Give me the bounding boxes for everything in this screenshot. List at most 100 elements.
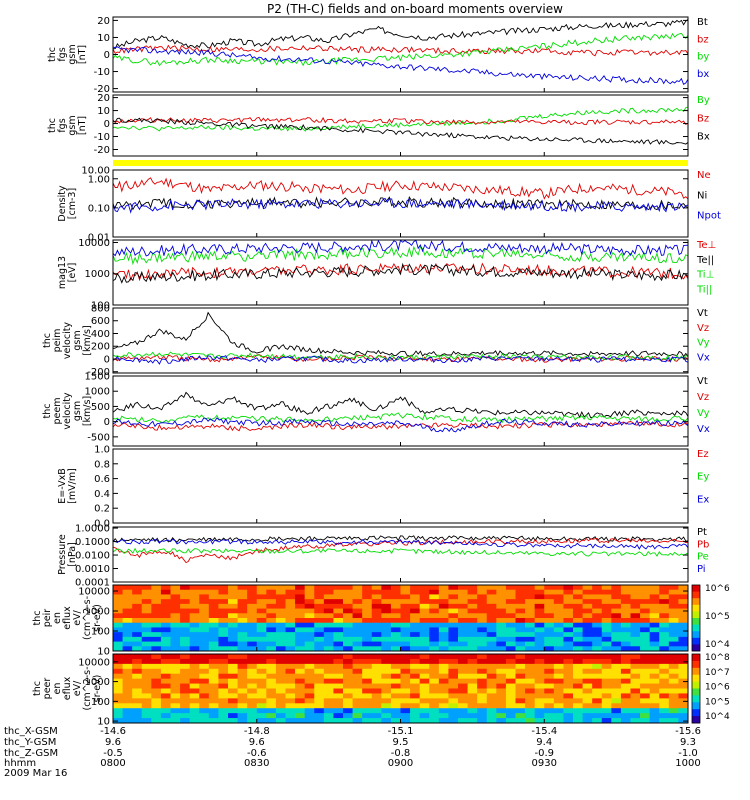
spectrogram-cell (122, 668, 133, 675)
spectrogram-cell (304, 632, 315, 638)
spectrogram-cell (448, 636, 459, 642)
legend-entry: bz (697, 34, 709, 45)
spectrogram-cell (247, 673, 258, 680)
spectrogram-cell (189, 603, 200, 609)
spectrogram-cell (458, 703, 468, 709)
spectrogram-cell (496, 603, 507, 609)
spectrogram-cell (592, 636, 603, 642)
spectrogram-cell (611, 618, 622, 624)
spectrogram-cell (141, 703, 152, 709)
spectrogram-cell (496, 673, 507, 680)
spectrogram-cell (448, 673, 459, 680)
spectrogram-cell (275, 693, 286, 699)
spectrogram-cell (496, 678, 507, 684)
spectrogram-cell (343, 698, 353, 704)
spectrogram-cell (525, 708, 536, 714)
spectrogram-cell (525, 603, 536, 609)
spectrogram-cell (630, 703, 641, 709)
spectrogram-cell (141, 641, 152, 647)
spectrogram-cell (323, 594, 334, 600)
spectrogram-cell (151, 641, 162, 647)
y-tick-label: 0 (104, 50, 110, 61)
spectrogram-cell (640, 594, 651, 600)
spectrogram-cell (151, 603, 162, 609)
spectrogram-cell (400, 646, 411, 651)
spectrogram-cell (343, 585, 353, 591)
spectrogram-cell (601, 589, 612, 595)
spectrogram-cell (467, 627, 478, 633)
spectrogram-cell (649, 599, 660, 605)
spectrogram-cell (410, 693, 421, 699)
spectrogram-cell (620, 654, 631, 660)
spectrogram-cell (343, 678, 353, 684)
panel-frame (112, 94, 689, 157)
spectrogram-cell (266, 673, 277, 680)
y-axis-label: thcfgsgsm[nT] (47, 44, 88, 64)
spectrogram-cell (410, 658, 421, 665)
spectrogram-cell (668, 613, 679, 619)
panel-8: PtPbPePi1.00000.10000.01000.00100.0001Pr… (57, 524, 709, 589)
spectrogram-cell (247, 683, 258, 689)
spectrogram-cell (141, 654, 152, 660)
spectrogram-cell (668, 708, 679, 714)
spectrogram-cell (640, 646, 651, 651)
spectrogram-cell (314, 718, 325, 723)
spectrogram-cell (582, 683, 593, 689)
x-axis-tick-value: -14.6 (100, 726, 126, 737)
spectrogram-cell (362, 698, 373, 704)
spectrogram-cell (113, 603, 123, 609)
spectrogram-cell (678, 636, 688, 642)
spectrogram-cell (352, 708, 363, 714)
spectrogram-cell (467, 683, 478, 689)
spectrogram-cell (113, 585, 123, 591)
spectrogram-cell (247, 688, 258, 694)
spectrogram-cell (371, 668, 382, 675)
spectrogram-cell (649, 688, 660, 694)
spectrogram-cell (448, 708, 459, 714)
spectrogram-cell (323, 673, 334, 680)
x-axis-tick-value: 0900 (388, 758, 413, 769)
spectrogram-cell (160, 718, 171, 723)
colorbar-swatch (692, 709, 700, 717)
y-tick-label: 1000 (85, 269, 110, 280)
spectrogram-cell (410, 594, 421, 600)
series-line-Ti|| (113, 240, 688, 257)
spectrogram-cell (505, 622, 516, 628)
spectrogram-cell (141, 646, 152, 651)
spectrogram-cell (525, 608, 536, 614)
spectrogram-cell (659, 678, 670, 684)
spectrogram-cell (218, 683, 229, 689)
spectrogram-cell (237, 718, 248, 723)
spectrogram-cell (228, 622, 238, 628)
spectrogram-cell (534, 603, 545, 609)
spectrogram-cell (304, 688, 315, 694)
spectrogram-cell (189, 627, 200, 633)
spectrogram-cell (515, 641, 526, 647)
spectrogram-cell (256, 594, 267, 600)
spectrogram-cell (362, 693, 373, 699)
y-tick-label: 10.00 (81, 166, 110, 177)
spectrogram-cell (525, 618, 536, 624)
spectrogram-cell (371, 693, 382, 699)
x-axis-tick-value: 0800 (100, 758, 125, 769)
spectrogram-cell (323, 668, 334, 675)
spectrogram-cell (160, 618, 171, 624)
spectrogram-cell (170, 636, 181, 642)
spectrogram-cell (592, 627, 603, 633)
spectrogram-cell (122, 693, 133, 699)
spectrogram-cell (132, 594, 143, 600)
spectrogram-cell (323, 698, 334, 704)
spectrogram-cell (199, 613, 210, 619)
spectrogram-cell (323, 627, 334, 633)
spectrogram-cell (410, 641, 421, 647)
spectrogram-cell (160, 641, 171, 647)
spectrogram-cell (515, 636, 526, 642)
spectrogram-cell (419, 668, 430, 675)
spectrogram-cell (592, 693, 603, 699)
spectrogram-cell (237, 608, 248, 614)
spectrogram-cell (189, 693, 200, 699)
spectrogram-cell (151, 683, 162, 689)
spectrogram-cell (304, 673, 315, 680)
spectrogram-cell (649, 663, 660, 670)
spectrogram-cell (381, 688, 392, 694)
